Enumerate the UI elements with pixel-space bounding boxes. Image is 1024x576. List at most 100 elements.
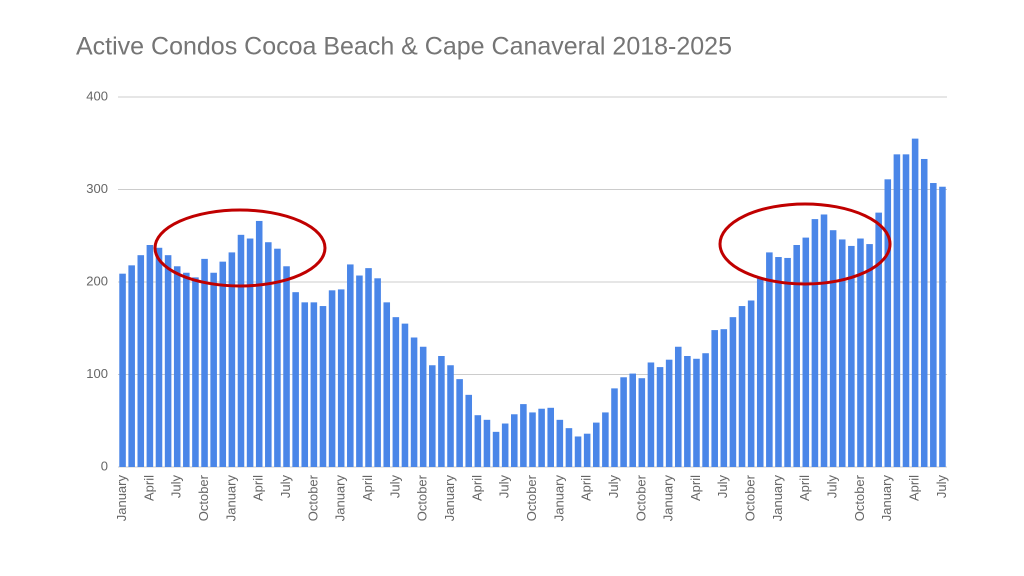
bar bbox=[574, 436, 582, 467]
bar bbox=[155, 247, 163, 467]
bar bbox=[857, 238, 864, 467]
bar bbox=[592, 422, 600, 467]
bar bbox=[401, 323, 409, 467]
x-tick-label: July bbox=[606, 475, 621, 499]
bar bbox=[793, 245, 800, 467]
bar bbox=[201, 258, 208, 467]
bar bbox=[547, 407, 554, 467]
bar bbox=[465, 394, 473, 467]
x-tick-label: October bbox=[524, 474, 539, 521]
x-tick-label: October bbox=[196, 474, 211, 521]
bar bbox=[720, 329, 728, 467]
bar bbox=[292, 292, 299, 467]
y-tick-label: 300 bbox=[86, 181, 108, 196]
bar bbox=[456, 379, 463, 467]
bar bbox=[429, 365, 436, 467]
bar bbox=[283, 266, 290, 467]
bar bbox=[228, 252, 236, 467]
bar bbox=[556, 419, 564, 467]
bar bbox=[738, 306, 746, 467]
bar bbox=[474, 415, 482, 467]
bar bbox=[356, 275, 363, 467]
x-tick-label: April bbox=[469, 475, 484, 501]
x-tick-label: October bbox=[633, 474, 648, 521]
bar bbox=[374, 278, 381, 467]
bar bbox=[583, 433, 591, 467]
bar bbox=[693, 358, 700, 467]
chart-title: Active Condos Cocoa Beach & Cape Canaver… bbox=[76, 33, 732, 61]
x-tick-label: January bbox=[879, 475, 894, 522]
x-tick-label: April bbox=[360, 475, 375, 501]
bar bbox=[638, 378, 646, 467]
bar bbox=[893, 154, 901, 467]
bar bbox=[684, 356, 691, 467]
bar bbox=[137, 255, 145, 467]
bar bbox=[255, 220, 263, 467]
x-tick-label: January bbox=[333, 475, 348, 522]
y-tick-label: 100 bbox=[86, 366, 108, 381]
x-tick-label: July bbox=[715, 475, 730, 499]
x-tick-label: January bbox=[770, 475, 785, 522]
x-tick-label: July bbox=[497, 475, 512, 499]
bar bbox=[529, 412, 536, 467]
bar bbox=[310, 302, 318, 467]
bar bbox=[629, 373, 636, 467]
bar bbox=[392, 317, 400, 467]
bar bbox=[328, 290, 336, 467]
x-tick-label: October bbox=[305, 474, 320, 521]
bar bbox=[647, 362, 655, 467]
bar bbox=[319, 306, 327, 467]
bar bbox=[875, 212, 882, 467]
highlight-ellipse bbox=[153, 208, 327, 288]
bar bbox=[511, 414, 518, 467]
bar bbox=[665, 359, 673, 467]
bar bbox=[756, 277, 764, 467]
bar bbox=[866, 244, 873, 467]
bar bbox=[210, 272, 217, 467]
x-tick-label: January bbox=[442, 475, 457, 522]
x-tick-label: October bbox=[743, 474, 758, 521]
x-tick-label: July bbox=[169, 475, 184, 499]
bar bbox=[438, 356, 445, 467]
x-tick-label: July bbox=[934, 475, 949, 499]
bar bbox=[729, 317, 737, 467]
x-tick-label: January bbox=[223, 475, 238, 522]
bar bbox=[674, 346, 682, 467]
bar bbox=[775, 257, 782, 467]
plot: 0 100 200 300 400 January April July October Janu… bbox=[86, 88, 949, 521]
x-tick-label: July bbox=[825, 475, 840, 499]
x-tick-label: January bbox=[114, 475, 129, 522]
bar bbox=[930, 183, 937, 467]
bar bbox=[265, 242, 272, 467]
bar bbox=[520, 404, 527, 467]
bar bbox=[602, 412, 609, 467]
bar bbox=[538, 408, 545, 467]
bar bbox=[274, 248, 281, 467]
bar bbox=[173, 266, 181, 467]
x-tick-label: January bbox=[551, 475, 566, 522]
bar bbox=[192, 277, 199, 467]
bar bbox=[447, 365, 454, 467]
bar bbox=[620, 377, 627, 467]
bar bbox=[702, 353, 709, 467]
bar bbox=[119, 273, 126, 467]
x-tick-label: July bbox=[278, 475, 293, 499]
bar bbox=[301, 302, 309, 467]
bar bbox=[747, 300, 755, 467]
bar bbox=[128, 265, 135, 467]
bar bbox=[811, 219, 819, 467]
bar bbox=[219, 261, 227, 467]
bar bbox=[920, 158, 928, 467]
bar bbox=[939, 186, 946, 467]
bar bbox=[848, 245, 855, 467]
bar bbox=[337, 289, 345, 467]
x-tick-label: April bbox=[579, 475, 594, 501]
x-tick-label: January bbox=[661, 475, 676, 522]
bar bbox=[410, 337, 418, 467]
x-tick-label: April bbox=[141, 475, 156, 501]
bar bbox=[365, 268, 372, 467]
bar bbox=[419, 346, 427, 467]
bar bbox=[164, 255, 172, 467]
bar bbox=[838, 239, 846, 467]
